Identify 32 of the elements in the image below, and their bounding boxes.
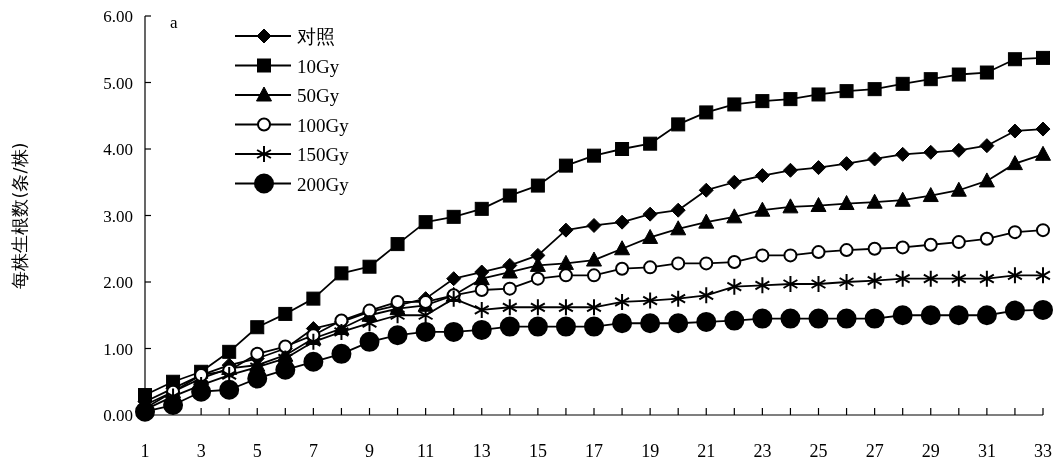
x-tick-label: 9 bbox=[365, 441, 374, 461]
y-tick-label: 0.00 bbox=[103, 406, 133, 425]
x-tick-label: 29 bbox=[921, 441, 940, 461]
x-tick-label: 21 bbox=[697, 441, 716, 461]
y-tick-label: 6.00 bbox=[103, 7, 133, 26]
legend-label: 对照 bbox=[297, 25, 335, 47]
x-tick-label: 7 bbox=[308, 441, 318, 461]
legend-label: 200Gy bbox=[297, 173, 350, 195]
y-tick-label: 3.00 bbox=[103, 206, 133, 226]
y-tick-label: 2.00 bbox=[103, 273, 133, 292]
y-tick-label: 1.00 bbox=[103, 339, 133, 359]
legend-label: 10Gy bbox=[297, 55, 340, 77]
x-tick-label: 11 bbox=[416, 441, 435, 461]
x-tick-label: 5 bbox=[252, 441, 262, 461]
x-tick-label: 19 bbox=[641, 441, 660, 461]
x-tick-label: 33 bbox=[1034, 441, 1052, 461]
x-tick-label: 13 bbox=[472, 441, 491, 461]
annotation: a bbox=[170, 13, 178, 32]
x-tick-label: 3 bbox=[196, 441, 206, 461]
x-tick-label: 31 bbox=[977, 441, 996, 461]
x-tick-label: 1 bbox=[140, 441, 150, 461]
x-tick-label: 25 bbox=[809, 441, 828, 461]
y-axis-title: 每株生根数(条/株) bbox=[9, 142, 30, 289]
legend-label: 100Gy bbox=[297, 114, 350, 136]
x-tick-label: 15 bbox=[528, 441, 547, 461]
legend-label: 50Gy bbox=[297, 85, 340, 106]
x-tick-label: 23 bbox=[753, 441, 772, 461]
legend-label: 150Gy bbox=[297, 144, 350, 165]
x-tick-label: 27 bbox=[865, 441, 884, 461]
x-tick-label: 17 bbox=[585, 441, 603, 461]
y-tick-label: 5.00 bbox=[103, 73, 133, 93]
y-tick-label: 4.00 bbox=[103, 140, 133, 159]
